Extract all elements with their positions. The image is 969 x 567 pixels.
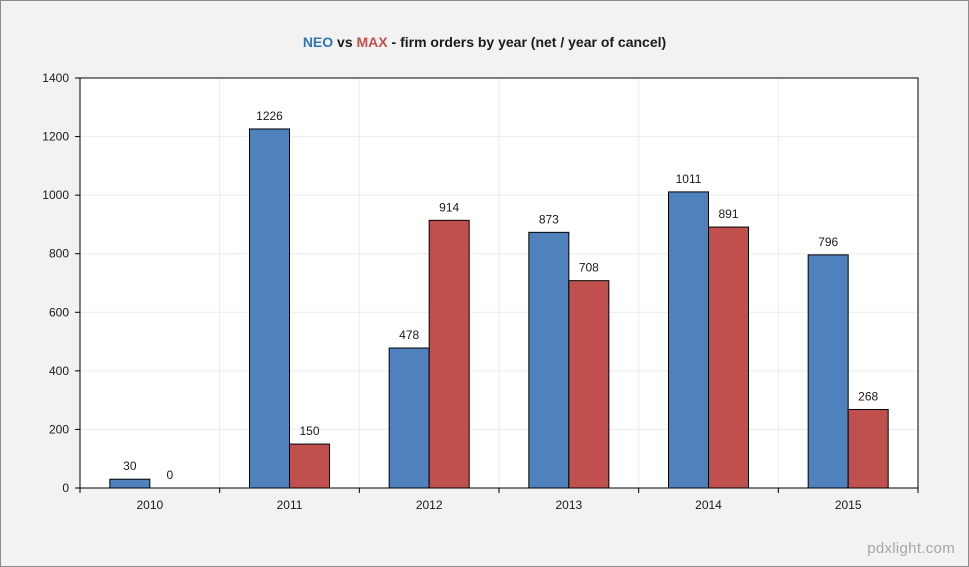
bar-neo [388, 347, 430, 489]
data-label-max: 708 [579, 261, 599, 275]
y-tick-label: 800 [49, 247, 69, 261]
bar-neo [807, 254, 849, 489]
x-tick-label: 2013 [555, 498, 582, 512]
bar-neo [668, 191, 709, 489]
data-label-neo: 796 [818, 235, 838, 249]
bar-max [568, 280, 610, 489]
x-tick-label: 2012 [416, 498, 443, 512]
x-tick-label: 2015 [835, 498, 862, 512]
title-rest: - firm orders by year (net / year of can… [387, 34, 667, 50]
data-label-neo: 1011 [676, 172, 702, 186]
y-tick-label: 1400 [42, 71, 69, 85]
data-label-neo: 478 [399, 328, 419, 342]
bar-neo [528, 231, 570, 489]
y-tick-label: 400 [49, 364, 69, 378]
data-label-max: 268 [858, 390, 878, 404]
data-label-max: 0 [166, 468, 173, 482]
data-label-neo: 30 [123, 459, 137, 473]
title-vs: vs [333, 34, 357, 50]
bar-max [708, 226, 749, 489]
chart-title: NEO vs MAX - firm orders by year (net / … [0, 34, 969, 50]
bar-neo [109, 478, 151, 489]
bar-max [428, 219, 470, 489]
bar-neo [249, 128, 290, 489]
data-label-max: 914 [439, 200, 459, 214]
y-tick-label: 1000 [42, 188, 69, 202]
watermark: pdxlight.com [867, 540, 955, 557]
x-tick-label: 2010 [136, 498, 163, 512]
y-tick-label: 600 [49, 305, 69, 319]
y-tick-label: 200 [49, 422, 69, 436]
data-label-max: 891 [718, 207, 738, 221]
data-label-neo: 873 [539, 212, 559, 226]
x-tick-label: 2011 [277, 498, 303, 512]
x-tick-label: 2014 [695, 498, 722, 512]
data-label-max: 150 [299, 424, 319, 438]
bar-max [289, 443, 330, 489]
title-max: MAX [356, 34, 388, 50]
y-tick-label: 0 [62, 481, 69, 495]
bar-max [847, 409, 889, 489]
title-neo: NEO [302, 34, 334, 50]
y-tick-label: 1200 [42, 130, 69, 144]
data-label-neo: 1226 [256, 109, 283, 123]
